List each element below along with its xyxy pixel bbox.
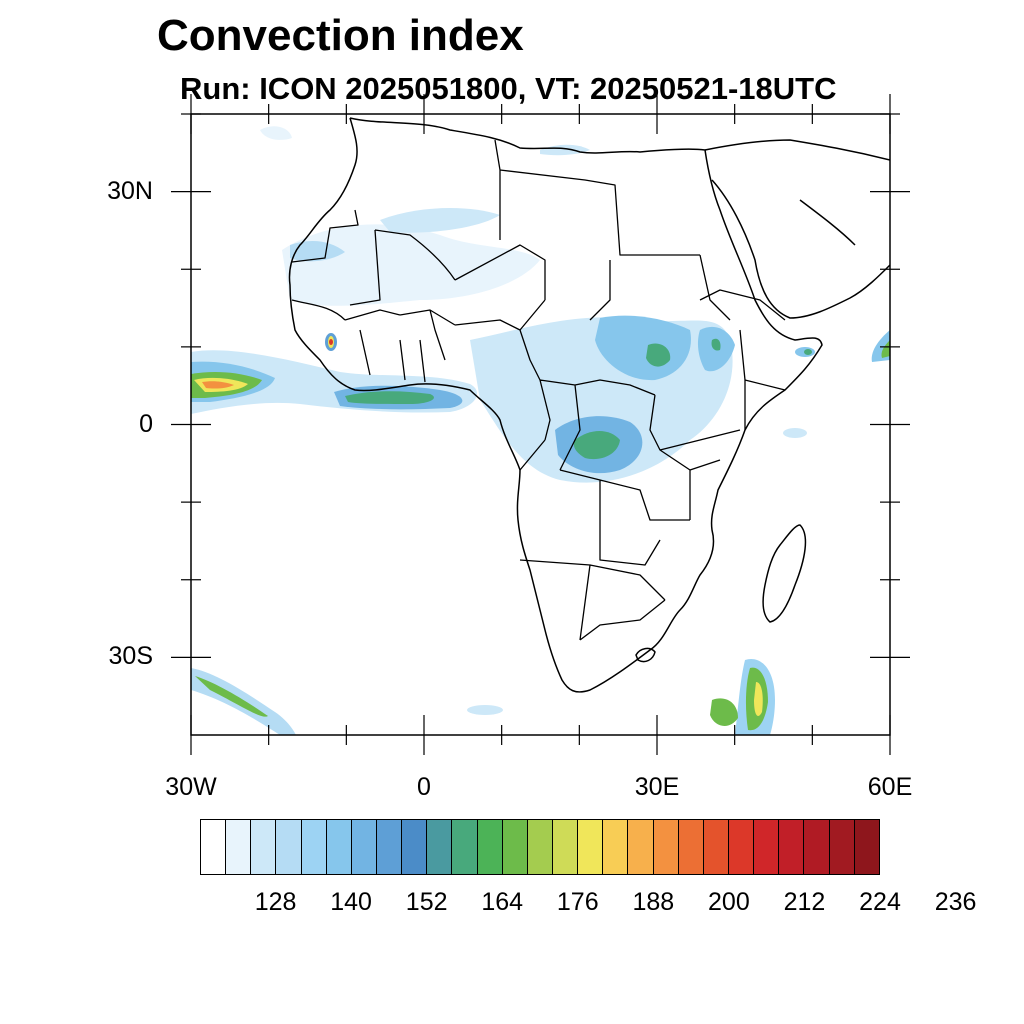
colorbar-swatch [502, 820, 528, 874]
colorbar-swatch [603, 820, 629, 874]
coastlines [288, 117, 890, 693]
south-atlantic-streak [467, 705, 503, 715]
colorbar-swatch [578, 820, 604, 874]
colorbar-swatch [779, 820, 805, 874]
colorbar-tick-label: 176 [556, 888, 599, 916]
itcz-atlantic-orange [202, 381, 234, 389]
sahel-west-blue [290, 240, 345, 262]
colorbar-tick-label: 236 [934, 888, 977, 916]
lat-tick-marks [171, 113, 910, 658]
colorbar-tick-label: 212 [783, 888, 826, 916]
colorbar-swatch [678, 820, 704, 874]
colorbar-swatch [628, 820, 654, 874]
colorbar-swatch [301, 820, 327, 874]
sudan-green [646, 343, 671, 367]
colorbar-swatch [804, 820, 830, 874]
lat-label-30s: 30S [108, 642, 153, 671]
sudan-blue [595, 315, 691, 381]
colorbar-swatch [376, 820, 403, 874]
colorbar-swatch [829, 820, 855, 874]
lon-label-30e: 30E [634, 773, 680, 801]
colorbar-swatch [527, 820, 553, 874]
north-atlantic-streak [260, 126, 292, 140]
sahel-west-light [282, 224, 540, 306]
africa-coastline [288, 117, 823, 693]
colorbar-swatch [653, 820, 679, 874]
sw-atlantic-front-core [195, 676, 268, 717]
lat-label-0: 0 [139, 409, 153, 438]
colorbar [200, 819, 880, 875]
sahara-streak [380, 208, 500, 233]
indian-ocean-spot [783, 428, 807, 438]
colorbar-swatch [226, 820, 252, 874]
ethiopia-green [711, 338, 721, 351]
lon-label-60e: 60E [867, 773, 913, 801]
lesotho-border [635, 647, 656, 663]
chart-subtitle: Run: ICON 2025051800, VT: 20250521-18UTC [180, 71, 837, 106]
colorbar-tick-label: 188 [632, 888, 675, 916]
congo-green [573, 431, 620, 460]
madagascar-coastline [762, 524, 807, 623]
arabian-sea-core [881, 340, 890, 358]
lon-label-30w: 30W [165, 773, 217, 801]
west-africa-borders [291, 299, 541, 383]
colorbar-swatch [326, 820, 352, 874]
colorbar-tick-label: 140 [330, 888, 372, 916]
south-indian-front-peak [754, 682, 763, 716]
colorbar-swatch [477, 820, 503, 874]
horn-borders [699, 289, 786, 430]
central-africa-borders [519, 379, 741, 641]
colorbar-tick-label: 200 [708, 888, 750, 916]
colorbar-swatch [854, 820, 879, 874]
mediterranean-streak [540, 144, 590, 156]
chart-title: Convection index [157, 11, 524, 60]
colorbar-swatch [351, 820, 377, 874]
colorbar-swatch [251, 820, 277, 874]
colorbar-swatch [754, 820, 780, 874]
colorbar-swatch [728, 820, 755, 874]
colorbar-tick-label: 224 [859, 888, 901, 916]
lat-label-30n: 30N [107, 176, 153, 205]
convection-fields [191, 126, 890, 735]
sahara-borders [291, 139, 731, 331]
colorbar-swatch [703, 820, 729, 874]
colorbar-tick-label: 152 [405, 888, 448, 916]
colorbar-swatch [552, 820, 579, 874]
somalia-core [804, 349, 812, 355]
guinea-coast-core [345, 391, 434, 404]
colorbar-swatch [402, 820, 428, 874]
colorbar-swatch [276, 820, 302, 874]
colorbar-tick-label: 164 [481, 888, 524, 916]
colorbar-swatch [452, 820, 478, 874]
colorbar-swatch [201, 820, 227, 874]
colorbar-tick-label: 128 [254, 888, 297, 916]
lon-tick-marks [190, 94, 891, 755]
sierra-leone-peak [329, 339, 333, 345]
south-indian-small [710, 698, 738, 726]
colorbar-swatch [427, 820, 453, 874]
arabia-coastline [704, 139, 890, 319]
lon-label-0: 0 [417, 773, 431, 801]
